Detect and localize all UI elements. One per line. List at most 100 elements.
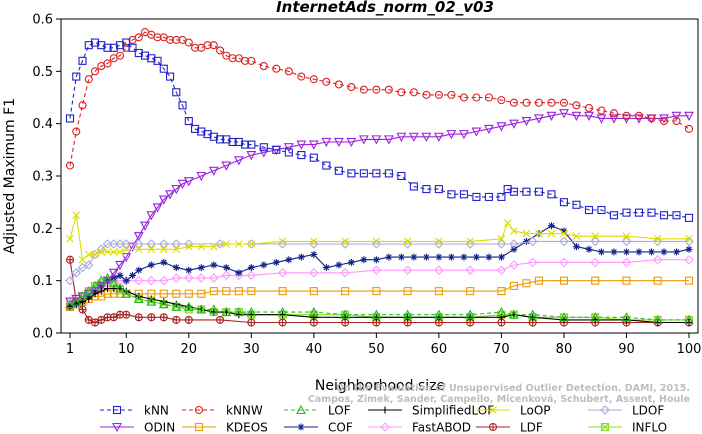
series-knnw-point: [459, 93, 468, 102]
series-fastabod-point: [309, 268, 319, 278]
series-kdeos-point: [247, 287, 256, 296]
series-knnw-point: [359, 85, 368, 94]
series-knnw-point: [634, 111, 644, 120]
series-knnw-point: [584, 103, 594, 113]
series-loop-point: [159, 245, 168, 254]
series-ldof-point: [121, 239, 132, 249]
series-odin-point: [65, 297, 75, 307]
series-loop-point: [84, 250, 93, 259]
series-lof-point: [233, 306, 244, 317]
series-knn-point: [522, 187, 531, 196]
series-lof-point: [71, 296, 82, 306]
series-loop-point: [197, 242, 206, 251]
series-kdeos-point: [209, 287, 218, 296]
x-tick-label: 1: [66, 342, 74, 357]
series-knn-point: [334, 166, 343, 175]
series-loop-point: [247, 240, 256, 248]
series-lof-point: [208, 304, 219, 314]
series-fastabod-point: [133, 275, 144, 286]
series-odin-point: [408, 132, 419, 142]
series-ldf-point: [122, 310, 131, 319]
series-odin-point: [165, 190, 175, 200]
series-kdeos-point: [278, 287, 287, 296]
series-odin: [65, 109, 694, 307]
series-simplifiedlof-point: [210, 308, 218, 316]
series-lof-point: [496, 306, 507, 317]
series-kdeos-point: [222, 287, 231, 296]
series-loop-point: [535, 229, 543, 238]
legend-label: kNNW: [226, 404, 263, 418]
series-odin-point: [83, 289, 94, 299]
series-knnw-point: [472, 93, 481, 102]
series-knnw-point: [497, 96, 506, 105]
series-ldof-point: [246, 239, 257, 249]
series-lof-point: [621, 312, 632, 322]
series-knnw-point: [647, 114, 656, 123]
series-ldof-point: [133, 239, 144, 249]
series-knnw-point: [372, 85, 381, 94]
series-simplifiedlof: [66, 285, 693, 327]
legend-item-simplifiedlof: SimplifiedLOF: [368, 404, 494, 418]
series-knnw-point: [572, 101, 581, 110]
series-knn-point: [272, 145, 281, 154]
series-knn-point: [234, 137, 243, 147]
series-cof-point: [335, 261, 343, 269]
series-fastabod-point: [340, 268, 350, 278]
series-odin-point: [133, 232, 144, 242]
series-knnw: [65, 28, 694, 170]
series-knn-point: [134, 48, 143, 58]
series-loop-point: [109, 247, 118, 256]
series-simplifiedlof-point: [685, 319, 693, 327]
series-knnw-point: [247, 56, 256, 65]
series-odin-point: [158, 195, 169, 205]
y-axis-title: Adjusted Maximum F1: [2, 98, 18, 254]
series-lof-point: [108, 278, 119, 288]
chart-title: InternetAds_norm_02_v03: [276, 0, 494, 16]
series-ldf-point: [216, 315, 225, 324]
series-simplifiedlof-point: [66, 303, 74, 311]
series-loop-point: [103, 247, 112, 256]
series-simplifiedlof-point: [404, 313, 412, 321]
series-knn-point: [409, 182, 418, 191]
series-lof-point: [158, 299, 169, 309]
series-cof-point: [472, 253, 480, 261]
series-loop-point: [560, 229, 568, 238]
legend-item-fastabod: FastABOD: [368, 421, 471, 434]
x-axis: 1 10 20 30 40 50 60 70 80 90 100: [66, 333, 701, 357]
series-knn-line: [69, 41, 690, 219]
series-loop-point: [503, 219, 512, 227]
series-knnw-line: [69, 31, 690, 166]
series-kdeos: [65, 276, 694, 311]
x-tick-label: 20: [181, 342, 198, 357]
series-cof-point: [147, 261, 155, 269]
series-knn-point: [309, 153, 318, 162]
legend-marker: [297, 423, 305, 431]
series-loop-point: [372, 237, 381, 246]
series-cof-point: [460, 253, 468, 261]
series-loop-point: [234, 240, 243, 248]
series-knn-point: [659, 211, 669, 220]
series-knnw-point: [397, 88, 406, 97]
y-tick-label: 0.5: [32, 65, 53, 80]
legend-marker: [194, 405, 204, 415]
y-tick-label: 0.4: [32, 117, 53, 132]
series-odin-point: [346, 137, 357, 148]
series-kdeos-point: [466, 287, 475, 296]
legend-item-knnw: kNNW: [182, 404, 263, 418]
series-loop-point: [497, 234, 506, 243]
series-knn-point: [90, 38, 100, 47]
series-cof-point: [322, 264, 330, 272]
legend-item-kdeos: KDEOS: [182, 421, 268, 434]
series-knn-point: [259, 143, 268, 152]
x-tick-label: 60: [431, 342, 448, 357]
series-kdeos-point: [559, 276, 568, 285]
x-tick-label: 80: [556, 342, 573, 357]
series-loop-point: [653, 234, 662, 243]
series-cof-point: [297, 253, 305, 261]
series-knn-point: [497, 192, 506, 201]
series-knn-point: [559, 198, 568, 207]
series-knn-point: [147, 54, 156, 63]
series-odin-point: [358, 135, 369, 145]
x-tick-label: 10: [118, 342, 135, 357]
watermark-line-1: On the Evaluation of Unsupervised Outlie…: [336, 383, 690, 394]
